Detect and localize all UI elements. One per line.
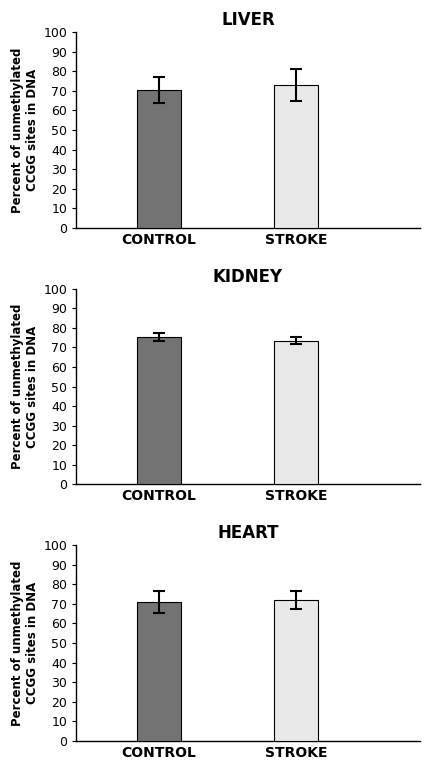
Title: LIVER: LIVER	[221, 11, 274, 29]
Bar	[273, 341, 317, 484]
Bar	[136, 337, 180, 484]
Bar	[273, 85, 317, 228]
Y-axis label: Percent of unmethylated
CCGG sites in DNA: Percent of unmethylated CCGG sites in DN…	[11, 47, 39, 213]
Bar	[136, 602, 180, 741]
Title: KIDNEY: KIDNEY	[212, 268, 283, 285]
Bar	[136, 90, 180, 228]
Title: HEART: HEART	[217, 524, 278, 542]
Bar	[273, 600, 317, 741]
Y-axis label: Percent of unmethylated
CCGG sites in DNA: Percent of unmethylated CCGG sites in DN…	[11, 304, 39, 470]
Y-axis label: Percent of unmethylated
CCGG sites in DNA: Percent of unmethylated CCGG sites in DN…	[11, 561, 39, 726]
